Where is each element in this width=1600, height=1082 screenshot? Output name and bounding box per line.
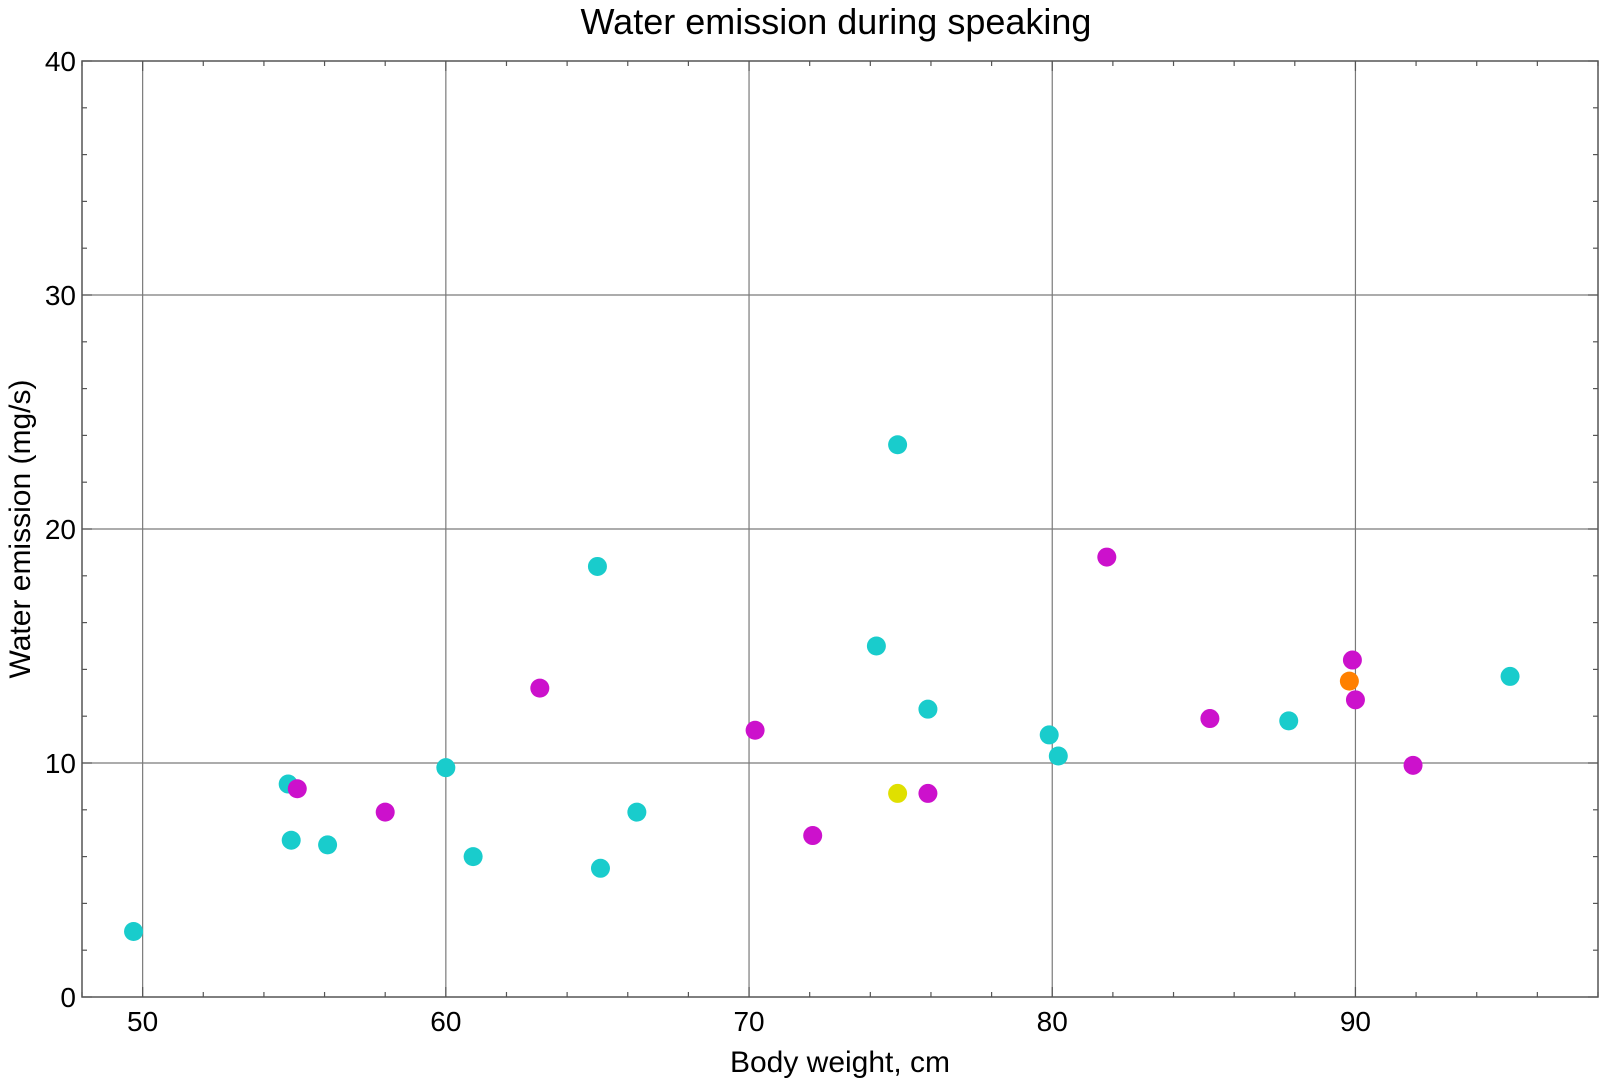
data-point-orange — [1339, 671, 1359, 691]
data-points — [124, 435, 1520, 941]
data-point-cyan — [866, 636, 886, 656]
y-tick-label: 20 — [45, 514, 76, 545]
data-point-cyan — [318, 835, 338, 855]
axis-ticks — [81, 60, 1599, 998]
data-point-magenta — [1200, 709, 1220, 729]
data-point-cyan — [627, 802, 647, 822]
data-point-magenta — [1097, 547, 1117, 567]
data-point-cyan — [587, 556, 607, 576]
x-tick-label: 90 — [1340, 1006, 1371, 1037]
data-point-cyan — [918, 699, 938, 719]
data-point-cyan — [436, 758, 456, 778]
data-point-cyan — [590, 858, 610, 878]
data-point-magenta — [745, 720, 765, 740]
tick-labels: 50 60 70 80 90 0 10 20 30 40 — [45, 46, 1371, 1037]
data-point-cyan — [888, 435, 908, 455]
y-tick-label: 10 — [45, 748, 76, 779]
data-point-cyan — [1048, 746, 1068, 766]
x-axis-label: Body weight, cm — [730, 1046, 950, 1079]
data-point-magenta — [918, 783, 938, 803]
y-axis-label: Water emission (mg/s) — [4, 380, 37, 679]
data-point-magenta — [375, 802, 395, 822]
x-tick-label: 60 — [430, 1006, 461, 1037]
data-point-magenta — [1403, 755, 1423, 775]
y-tick-label: 0 — [60, 982, 76, 1013]
data-point-yellow — [888, 783, 908, 803]
data-point-cyan — [124, 921, 144, 941]
chart-title: Water emission during speaking — [581, 1, 1092, 42]
grid — [82, 61, 1598, 997]
x-tick-label: 50 — [127, 1006, 158, 1037]
data-point-cyan — [1279, 711, 1299, 731]
data-point-magenta — [530, 678, 550, 698]
x-tick-label: 80 — [1037, 1006, 1068, 1037]
data-point-magenta — [1342, 650, 1362, 670]
y-tick-label: 30 — [45, 280, 76, 311]
data-point-magenta — [287, 779, 307, 799]
data-point-magenta — [803, 826, 823, 846]
data-point-cyan — [281, 830, 301, 850]
data-point-cyan — [1039, 725, 1059, 745]
data-point-magenta — [1345, 690, 1365, 710]
data-point-cyan — [1500, 666, 1520, 686]
y-tick-label: 40 — [45, 46, 76, 77]
x-tick-label: 70 — [733, 1006, 764, 1037]
data-point-cyan — [463, 847, 483, 867]
